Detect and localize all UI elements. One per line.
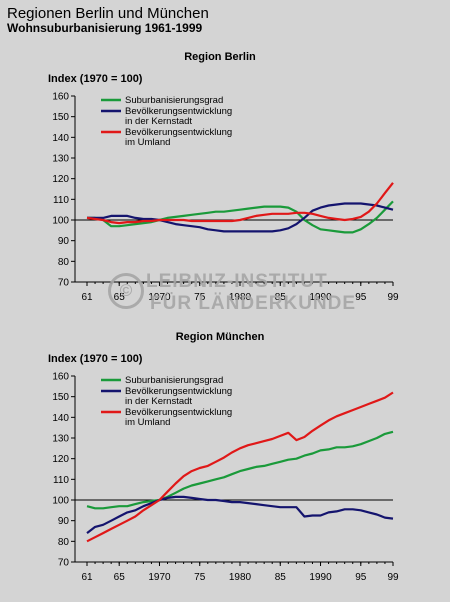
- series-line-suburbanisierungsgrad: [87, 200, 394, 234]
- x-tick-label: 1970: [148, 292, 171, 303]
- series-line-umland: [86, 182, 394, 225]
- y-tick-label: 100: [52, 216, 69, 227]
- y-tick-label: 120: [52, 454, 69, 465]
- y-tick-label: 130: [52, 434, 69, 445]
- y-tick-label: 160: [52, 92, 69, 103]
- x-tick-label: 1970: [148, 572, 171, 583]
- x-tick-label: 85: [275, 572, 287, 583]
- chart-title: Region Berlin: [184, 51, 256, 63]
- x-tick-label: 61: [81, 572, 93, 583]
- legend-label-kernstadt: Bevölkerungsentwicklung in der Kernstadt: [125, 106, 232, 127]
- legend-label-suburbanisierungsgrad: Suburbanisierungsgrad: [125, 375, 223, 386]
- y-tick-label: 130: [52, 154, 69, 165]
- legend-label-kernstadt: Bevölkerungsentwicklung in der Kernstadt: [125, 386, 232, 407]
- y-tick-label: 120: [52, 174, 69, 185]
- y-tick-label: 150: [52, 392, 69, 403]
- x-tick-label: 1980: [229, 292, 252, 303]
- x-tick-label: 1990: [309, 292, 332, 303]
- y-tick-label: 150: [52, 112, 69, 123]
- chart-title: Region München: [176, 331, 265, 343]
- chart-muenchen: Region München Index (1970 = 100) 70 80 90 10…: [48, 331, 399, 583]
- x-tick-label: 99: [387, 572, 399, 583]
- y-axis-label: Index (1970 = 100): [48, 353, 143, 365]
- series-line-umland: [86, 391, 394, 543]
- x-tick-label: 75: [194, 292, 206, 303]
- page-subtitle: Wohnsuburbanisierung 1961-1999: [7, 21, 203, 35]
- x-tick-label: 65: [114, 292, 126, 303]
- y-axis-label: Index (1970 = 100): [48, 73, 143, 85]
- x-tick-label: 61: [81, 292, 93, 303]
- x-tick-label: 1990: [309, 572, 332, 583]
- series-line-suburbanisierungsgrad: [86, 430, 394, 510]
- series-line-kernstadt: [87, 202, 394, 233]
- y-tick-label: 110: [53, 475, 69, 486]
- y-tick-label: 140: [52, 133, 69, 144]
- x-tick-label: 99: [387, 292, 399, 303]
- y-tick-label: 80: [58, 537, 70, 548]
- y-tick-label: 90: [58, 236, 70, 247]
- x-tick-label: 65: [114, 572, 126, 583]
- x-tick-label: 95: [355, 292, 367, 303]
- y-tick-label: 160: [52, 372, 69, 383]
- legend-label-umland: Bevölkerungsentwicklung im Umland: [125, 127, 232, 148]
- y-tick-label: 140: [52, 413, 69, 424]
- y-tick-label: 90: [58, 516, 70, 527]
- x-tick-label: 95: [355, 572, 367, 583]
- x-tick-label: 75: [194, 572, 206, 583]
- x-tick-label: 1980: [229, 572, 252, 583]
- chart-berlin: Region Berlin Index (1970 = 100) 70 80 90 100…: [48, 51, 399, 303]
- y-tick-label: 70: [58, 558, 70, 569]
- y-tick-label: 110: [53, 195, 69, 206]
- y-tick-label: 70: [58, 278, 70, 289]
- y-tick-label: 80: [58, 257, 70, 268]
- x-tick-label: 85: [275, 292, 287, 303]
- series-line-kernstadt: [86, 495, 394, 534]
- y-tick-label: 100: [52, 496, 69, 507]
- legend-label-umland: Bevölkerungsentwicklung im Umland: [125, 407, 232, 428]
- page-title: Regionen Berlin und München: [7, 5, 209, 22]
- legend-label-suburbanisierungsgrad: Suburbanisierungsgrad: [125, 95, 223, 106]
